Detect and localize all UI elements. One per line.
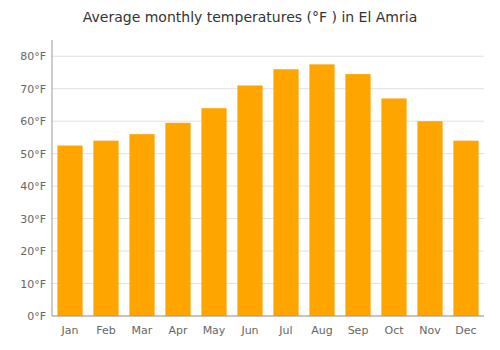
y-tick-label: 20°F [20, 245, 46, 258]
x-tick-label: Oct [384, 324, 404, 337]
chart-svg: Average monthly temperatures (°F ) in El… [0, 0, 500, 350]
chart-title: Average monthly temperatures (°F ) in El… [83, 9, 417, 25]
x-tick-label: Jun [240, 324, 258, 337]
bar [237, 85, 262, 316]
y-axis-line [52, 40, 53, 316]
bar [345, 74, 370, 316]
grid [52, 56, 484, 316]
bar [57, 146, 82, 316]
bar [93, 141, 118, 316]
x-tick-label: May [203, 324, 226, 337]
x-tick-label: Dec [455, 324, 476, 337]
x-tick-label: Apr [168, 324, 188, 337]
x-tick-label: Mar [132, 324, 153, 337]
bar [309, 64, 334, 316]
y-tick-label: 50°F [20, 148, 46, 161]
grid-line [52, 56, 484, 57]
x-tick-label: Feb [96, 324, 115, 337]
chart-container: Average monthly temperatures (°F ) in El… [0, 0, 500, 350]
x-tick-label: Jan [61, 324, 79, 337]
y-tick-label: 60°F [20, 115, 46, 128]
bar [201, 108, 226, 316]
x-axis: Jan Feb Mar Apr May Jun Jul Aug Sep Oct Nov Dec [61, 324, 477, 337]
x-tick-label: Nov [419, 324, 441, 337]
x-tick-label: Aug [311, 324, 332, 337]
x-tick-label: Sep [348, 324, 369, 337]
bar [417, 121, 442, 316]
grid-line [52, 316, 484, 317]
x-tick-label: Jul [278, 324, 292, 337]
bars [57, 64, 478, 316]
y-tick-label: 80°F [20, 50, 46, 63]
y-tick-label: 10°F [20, 278, 46, 291]
y-tick-label: 30°F [20, 213, 46, 226]
y-axis: 0°F 10°F 20°F 30°F 40°F 50°F 60°F 70°F 80°F [20, 50, 46, 323]
bar [381, 98, 406, 316]
bar [453, 141, 478, 316]
y-tick-label: 70°F [20, 83, 46, 96]
grid-line [52, 88, 484, 89]
y-tick-label: 0°F [27, 310, 46, 323]
bar [129, 134, 154, 316]
bar [273, 69, 298, 316]
bar [165, 123, 190, 316]
x-axis-line [52, 316, 484, 317]
y-tick-label: 40°F [20, 180, 46, 193]
